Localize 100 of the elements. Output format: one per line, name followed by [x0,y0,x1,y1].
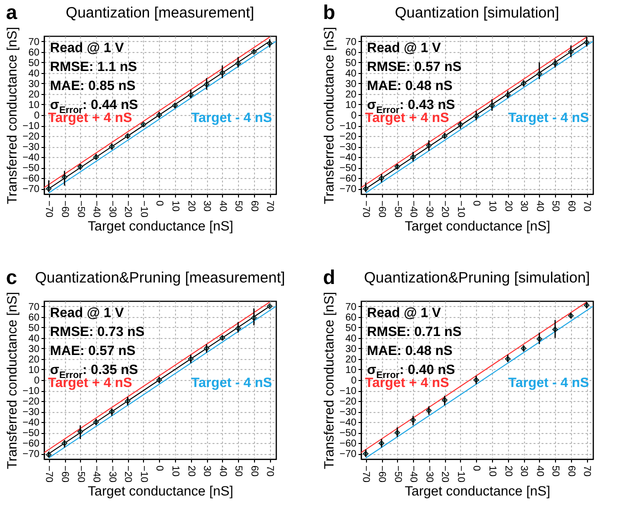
y-tick-label: −40 [22,418,40,429]
y-tick-label: 30 [28,78,40,90]
annotation: Read @ 1 V [367,40,441,55]
x-tick-label: −60 [376,466,388,483]
y-tick-label: −70 [22,449,40,460]
y-tick-label: −70 [340,449,357,460]
y-tick-label: 10 [28,100,40,111]
x-tick-label: −30 [423,466,434,483]
x-tick-label: −30 [106,466,118,483]
y-tick-label: 20 [28,354,40,366]
y-tick-label: −60 [22,174,40,185]
x-tick-label: 60 [565,466,576,478]
text: d [323,267,336,289]
y-tick-label: −70 [340,184,357,196]
x-tick-label: −50 [392,466,403,483]
y-tick-label: 70 [28,302,40,313]
y-tick-label: −70 [22,184,40,196]
x-tick-label: −50 [392,200,403,218]
y-tick-label: 10 [28,364,40,376]
x-tick-label: 20 [502,466,514,478]
y-tick-label: 50 [345,322,357,334]
x-axis-title: Target conductance [nS] [404,483,550,498]
y-tick-label: −40 [340,152,357,164]
y-tick-label: 0 [350,110,357,122]
annotation: MAE: 0.57 nS [50,343,136,358]
y-tick-label: −30 [340,407,357,418]
x-tick-label: 30 [518,200,530,212]
y-tick-label: 60 [345,47,357,58]
x-tick-label: 60 [248,200,260,212]
x-tick-label: −50 [74,200,86,218]
x-axis-title: Target conductance [nS] [404,218,550,234]
y-tick-label: 60 [345,312,357,324]
y-tick-label: 10 [345,364,357,376]
y-tick-label: 30 [28,344,40,355]
x-tick-label: 40 [216,466,228,478]
x-tick-label: 40 [534,200,545,212]
x-tick-label: 10 [486,200,498,212]
chart-title: Quantization&Pruning [measurement] [34,269,286,286]
x-tick-label: 20 [185,200,196,212]
y-tick-label: −20 [22,396,40,408]
y-tick-label: 20 [28,89,40,100]
x-tick-label: −40 [408,466,419,483]
y-tick-label: −10 [22,386,40,398]
x-tick-label: −10 [138,466,149,483]
x-tick-label: 10 [169,200,180,212]
chart-title: Quantization [measurement] [66,4,254,22]
annotation: MAE: 0.85 nS [50,78,136,93]
chart-title: Quantization [simulation] [394,4,560,22]
y-tick-label: −10 [340,121,357,132]
x-tick-label: 30 [201,466,212,478]
y-axis-title: Transferred conductance [nS] [322,26,337,204]
x-tick-label: 10 [169,466,180,478]
y-tick-label: −10 [340,386,357,398]
y-tick-label: 50 [28,58,40,69]
x-tick-label: 0 [470,466,482,472]
series-label: Target - 4 nS [508,375,589,390]
x-tick-label: −60 [376,200,388,218]
y-tick-label: 30 [345,344,357,355]
x-tick-label: −10 [454,200,466,218]
x-tick-label: −40 [90,466,102,483]
x-tick-label: −20 [439,466,450,483]
x-tick-label: 70 [264,200,276,212]
x-tick-label: 20 [502,200,514,212]
y-tick-label: 0 [34,110,40,122]
annotation: MAE: 0.48 nS [367,343,453,358]
y-tick-label: 30 [345,78,357,90]
x-tick-label: −10 [138,200,149,218]
text: c [6,267,18,289]
series-label: Target - 4 nS [191,375,272,390]
x-tick-label: −50 [74,466,86,483]
x-tick-label: 60 [565,200,576,212]
chart-title: Quantization&Pruning [simulation] [364,269,590,286]
annotation: RMSE: 0.71 nS [367,324,462,339]
y-tick-label: −20 [22,132,40,143]
x-tick-label: 30 [518,466,530,478]
x-tick-label: 70 [581,200,592,212]
y-tick-label: −20 [340,132,357,143]
y-tick-label: 20 [345,89,357,100]
x-tick-label: −30 [423,200,434,218]
x-tick-label: 0 [154,200,165,206]
x-tick-label: 50 [550,200,561,212]
y-tick-label: −50 [22,163,40,174]
annotation: Read @ 1 V [50,40,124,55]
x-tick-label: −20 [122,466,134,483]
y-tick-label: −60 [340,438,357,450]
y-tick-label: −60 [340,174,357,185]
x-tick-label: −60 [59,200,70,218]
y-tick-label: 60 [28,312,40,324]
x-axis-title: Target conductance [nS] [88,218,234,234]
x-tick-label: 70 [581,466,592,478]
y-tick-label: −20 [340,396,357,408]
y-tick-label: −50 [22,428,40,440]
y-tick-label: 20 [345,354,357,366]
annotation: RMSE: 0.57 nS [367,59,462,74]
y-tick-label: 10 [345,100,357,111]
y-tick-label: −30 [340,142,357,154]
y-tick-label: 40 [28,333,40,344]
y-tick-label: 0 [34,376,40,386]
x-tick-label: 0 [154,466,165,472]
y-tick-label: 0 [350,376,357,386]
